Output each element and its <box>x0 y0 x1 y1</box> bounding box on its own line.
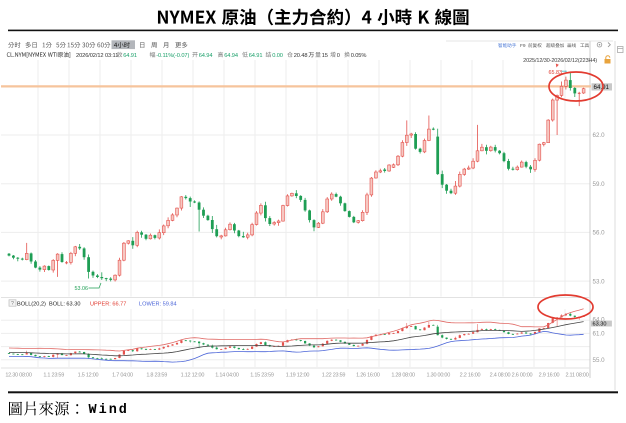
svg-text:64.94: 64.94 <box>199 53 213 59</box>
svg-text:1.19 12:00: 1.19 12:00 <box>286 372 310 378</box>
svg-text:2026/02/12 03:11: 2026/02/12 03:11 <box>76 53 118 59</box>
svg-text:2.4 08:00: 2.4 08:00 <box>490 372 511 378</box>
svg-text:64.91: 64.91 <box>594 84 610 91</box>
svg-text:2.11 08:00: 2.11 08:00 <box>565 372 588 378</box>
svg-text:1.14 04:00: 1.14 04:00 <box>215 372 239 378</box>
svg-text:?: ? <box>11 301 14 307</box>
svg-text:Wind: Wind <box>89 403 129 418</box>
svg-text:64.91: 64.91 <box>123 53 137 59</box>
svg-text:F9: F9 <box>520 43 526 49</box>
svg-text:63.30: 63.30 <box>593 322 607 328</box>
svg-text:1.26 16:00: 1.26 16:00 <box>356 372 380 378</box>
svg-text:0.00: 0.00 <box>272 53 283 59</box>
svg-text:1.7 04:00: 1.7 04:00 <box>112 372 133 378</box>
svg-text:LOWER: 59.84: LOWER: 59.84 <box>139 302 177 308</box>
svg-text:2.9 16:00: 2.9 16:00 <box>539 372 560 378</box>
svg-text:20.48: 20.48 <box>294 53 308 59</box>
svg-text:1.22 23:59: 1.22 23:59 <box>322 372 346 378</box>
svg-text:1.1 23:59: 1.1 23:59 <box>43 372 64 378</box>
svg-text:59.0: 59.0 <box>593 181 606 188</box>
svg-text:55.0: 55.0 <box>593 357 606 364</box>
svg-text:64.0: 64.0 <box>593 317 606 324</box>
svg-text:0.05%: 0.05% <box>351 53 367 59</box>
svg-text:61.0: 61.0 <box>593 331 606 338</box>
svg-text:1.5 12:00: 1.5 12:00 <box>78 372 99 378</box>
svg-text:1.30 00:00: 1.30 00:00 <box>427 372 451 378</box>
svg-text:56.0: 56.0 <box>593 230 606 237</box>
svg-text:64.94: 64.94 <box>224 53 238 59</box>
svg-text:53.0: 53.0 <box>593 278 606 285</box>
svg-text:2025/12/30-2026/02/12(223H4): 2025/12/30-2026/02/12(223H4) <box>523 58 597 64</box>
svg-text:0: 0 <box>337 53 340 59</box>
svg-text:1.28 08:00: 1.28 08:00 <box>391 372 415 378</box>
svg-text:1.8 23:59: 1.8 23:59 <box>146 372 167 378</box>
svg-text:BOLL(20,2) BOLL: 63.30: BOLL(20,2) BOLL: 63.30 <box>17 302 80 308</box>
svg-text:2.6 00:00: 2.6 00:00 <box>512 372 533 378</box>
svg-text:12.30 08:00: 12.30 08:00 <box>5 372 31 378</box>
svg-text:1.12 12:00: 1.12 12:00 <box>181 372 205 378</box>
svg-text:2.2 16:00: 2.2 16:00 <box>460 372 481 378</box>
svg-text:53.06: 53.06 <box>75 286 89 292</box>
svg-text:UPPER: 66.77: UPPER: 66.77 <box>90 302 126 308</box>
svg-text:64.91: 64.91 <box>249 53 263 59</box>
svg-text:62.0: 62.0 <box>593 132 606 139</box>
svg-text:65.83: 65.83 <box>549 70 563 76</box>
svg-text:1.15 23:59: 1.15 23:59 <box>250 372 274 378</box>
svg-text:-0.11%(-0.07): -0.11%(-0.07) <box>156 53 189 59</box>
svg-text:15: 15 <box>322 53 328 59</box>
